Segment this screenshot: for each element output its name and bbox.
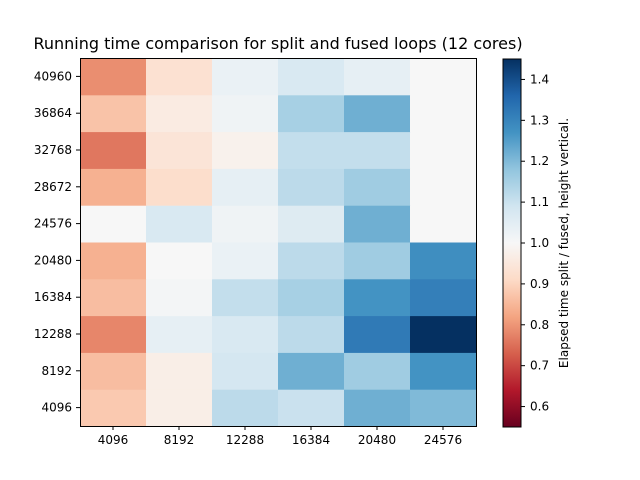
- heatmap-cell: [344, 352, 411, 390]
- y-tick-label: 40960: [34, 69, 72, 83]
- x-tick-label: 16384: [292, 433, 330, 447]
- heatmap-cell: [146, 389, 213, 427]
- colorbar-tick-label: 1.1: [530, 195, 549, 209]
- y-tick-label: 16384: [34, 290, 72, 304]
- heatmap-cell: [146, 242, 213, 280]
- heatmap-cell: [80, 242, 147, 280]
- colorbar-tick-label: 1.0: [530, 236, 549, 250]
- colorbar-tick-label: 0.9: [530, 277, 549, 291]
- y-tick-label: 28672: [34, 180, 72, 194]
- heatmap-cell: [212, 58, 279, 96]
- heatmap-cell: [146, 278, 213, 317]
- y-tick-label: 12288: [34, 327, 72, 341]
- heatmap-cell: [146, 205, 213, 243]
- y-tick-label: 24576: [34, 217, 72, 231]
- colorbar-tick-label: 1.3: [530, 113, 549, 127]
- heatmap-cell: [80, 205, 147, 243]
- heatmap-cell: [344, 94, 411, 133]
- heatmap-cell: [344, 58, 411, 96]
- heatmap-cell: [80, 389, 147, 427]
- x-tick-label: 20480: [358, 433, 396, 447]
- heatmap-cell: [146, 94, 213, 133]
- heatmap-cell: [80, 168, 147, 206]
- colorbar-label: Elapsed time split / fused, height verti…: [557, 118, 571, 368]
- heatmap-cell: [278, 205, 345, 243]
- heatmap-cell: [278, 94, 345, 133]
- x-tick-label: 24576: [424, 433, 462, 447]
- x-tick-label: 4096: [98, 433, 129, 447]
- heatmap-cell: [80, 94, 147, 133]
- heatmap-cell: [410, 242, 477, 280]
- colorbar-tick-label: 0.7: [530, 359, 549, 373]
- colorbar-tick-label: 0.8: [530, 318, 549, 332]
- heatmap-cell: [80, 278, 147, 317]
- y-tick-label: 36864: [34, 106, 72, 120]
- heatmap-cell: [410, 315, 477, 353]
- y-tick-label: 32768: [34, 143, 72, 157]
- heatmap-cell: [278, 389, 345, 427]
- heatmap-cell: [410, 94, 477, 133]
- heatmap-cell: [146, 352, 213, 390]
- heatmap-cell: [80, 58, 147, 96]
- heatmap-cell: [278, 168, 345, 206]
- heatmap-cell: [344, 389, 411, 427]
- heatmap-cell: [410, 278, 477, 317]
- heatmap-cell: [344, 315, 411, 353]
- heatmap-cell: [212, 352, 279, 390]
- heatmap-cell: [278, 242, 345, 280]
- heatmap-cell: [278, 315, 345, 353]
- colorbar-axis: 0.6 0.7 0.8 0.9 1.0 1.1 1.2 1.3 1.4: [521, 72, 549, 414]
- heatmap-cell: [80, 315, 147, 353]
- heatmap-cell: [146, 315, 213, 353]
- y-tick-label: 20480: [34, 253, 72, 267]
- heatmap-cell: [278, 278, 345, 317]
- chart-title: Running time comparison for split and fu…: [33, 34, 522, 53]
- x-tick-label: 8192: [164, 433, 195, 447]
- heatmap-cell: [410, 352, 477, 390]
- heatmap-cell: [146, 168, 213, 206]
- heatmap-cell: [410, 389, 477, 427]
- heatmap-cell: [344, 278, 411, 317]
- colorbar-tick-label: 1.4: [530, 72, 549, 86]
- colorbar-tick-label: 1.2: [530, 154, 549, 168]
- heatmap-cell: [212, 205, 279, 243]
- heatmap-cell: [344, 205, 411, 243]
- heatmap-cell: [278, 58, 345, 96]
- heatmap-cell: [212, 131, 279, 169]
- heatmap-cells: [80, 58, 477, 427]
- heatmap-cell: [212, 278, 279, 317]
- heatmap-cell: [278, 131, 345, 169]
- x-axis: 4096 8192 12288 16384 20480 24576: [98, 426, 462, 447]
- heatmap-cell: [212, 389, 279, 427]
- y-tick-label: 8192: [41, 364, 72, 378]
- heatmap-cell: [410, 58, 477, 96]
- heatmap-cell: [410, 205, 477, 243]
- colorbar: [502, 58, 522, 428]
- heatmap-cell: [212, 315, 279, 353]
- plot-frame: [80, 58, 477, 427]
- heatmap-cell: [80, 131, 147, 169]
- heatmap-cell: [344, 168, 411, 206]
- heatmap-cell: [278, 352, 345, 390]
- heatmap-cell: [344, 131, 411, 169]
- y-axis: 4096 8192 12288 16384 20480 24576 28672 32768 36…: [34, 69, 80, 415]
- heatmap-cell: [344, 242, 411, 280]
- heatmap-cell: [212, 242, 279, 280]
- x-tick-label: 12288: [226, 433, 264, 447]
- heatmap-cell: [80, 352, 147, 390]
- heatmap-cell: [212, 168, 279, 206]
- heatmap-cell: [410, 168, 477, 206]
- heatmap-cell: [146, 131, 213, 169]
- y-tick-label: 4096: [41, 401, 72, 415]
- heatmap-cell: [410, 131, 477, 169]
- heatmap-cell: [146, 58, 213, 96]
- colorbar-tick-label: 0.6: [530, 400, 549, 414]
- heatmap-cell: [212, 94, 279, 133]
